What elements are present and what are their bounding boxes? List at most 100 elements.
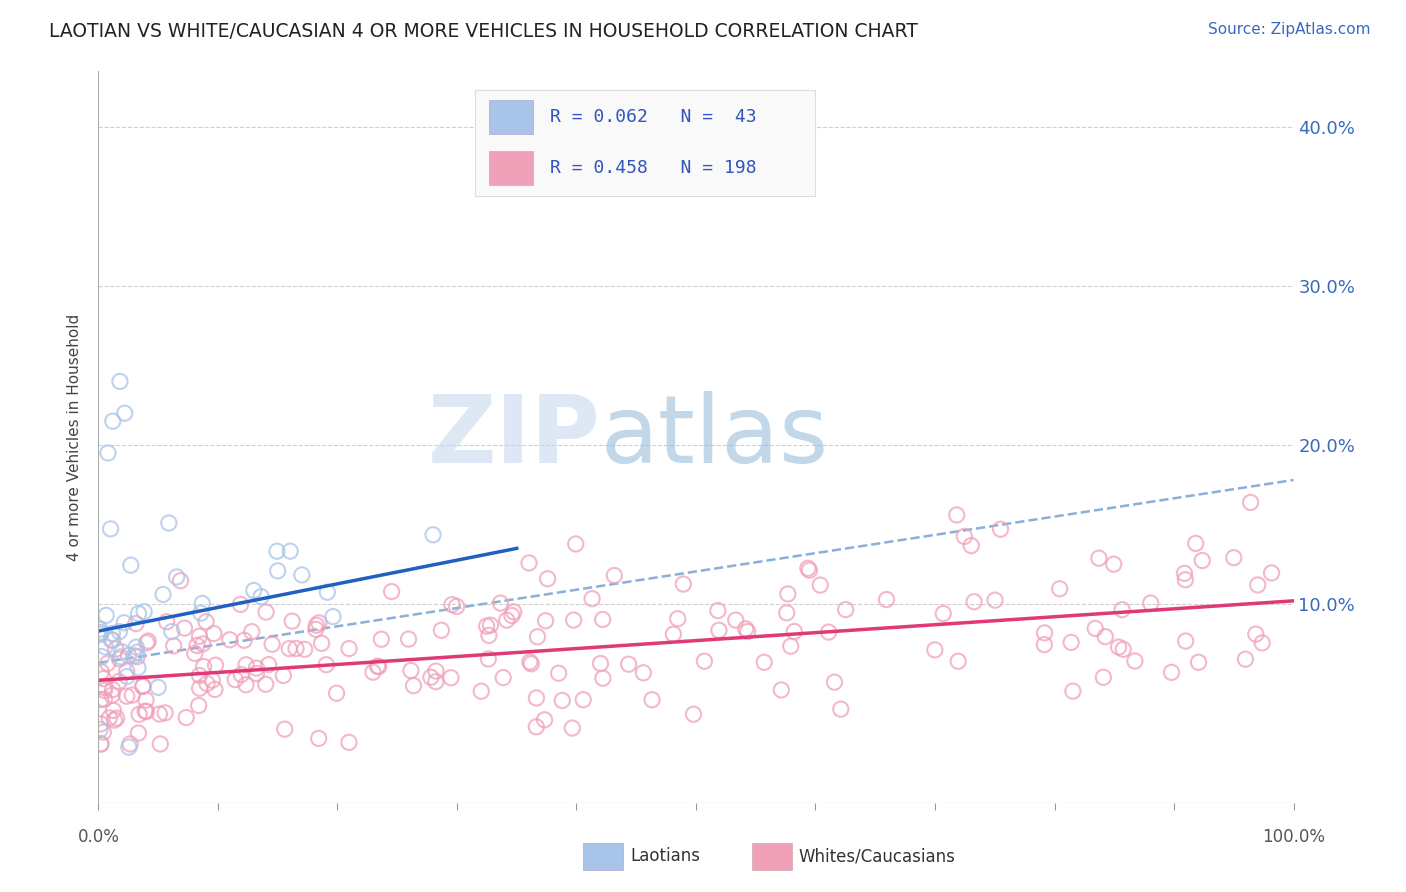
Point [135, 705, 157, 719]
Point [1062, 684, 1084, 698]
Point [93, 692, 115, 706]
Point [245, 661, 267, 675]
Point [108, 624, 131, 639]
Point [245, 666, 267, 681]
Point [470, 684, 492, 698]
Point [278, 641, 301, 656]
Point [366, 659, 388, 673]
Point [1060, 635, 1083, 649]
Point [136, 634, 159, 648]
Point [273, 668, 295, 682]
Point [1184, 536, 1206, 550]
Point [325, 686, 347, 700]
Point [724, 613, 747, 627]
Point [166, 570, 188, 584]
Point [191, 637, 214, 651]
Point [100, 632, 122, 647]
Point [707, 624, 730, 638]
Point [112, 615, 135, 630]
Point [1088, 551, 1111, 566]
Point [1160, 665, 1182, 680]
Point [641, 692, 664, 706]
Point [1173, 566, 1195, 581]
Point [1033, 626, 1056, 640]
Point [1234, 652, 1257, 666]
Point [551, 693, 574, 707]
Point [440, 598, 463, 612]
Point [502, 605, 524, 619]
Point [294, 642, 316, 657]
Point [132, 679, 155, 693]
Point [322, 609, 344, 624]
Point [174, 710, 197, 724]
Point [308, 731, 330, 746]
Point [533, 713, 555, 727]
Point [254, 605, 277, 619]
Point [125, 645, 148, 659]
Point [125, 616, 148, 631]
Point [305, 618, 328, 632]
Point [101, 688, 124, 702]
Point [101, 682, 124, 697]
Point [90, 692, 112, 706]
Point [672, 577, 695, 591]
Point [100, 522, 122, 536]
Point [152, 587, 174, 601]
Point [561, 721, 583, 735]
Point [132, 680, 155, 694]
Point [381, 584, 404, 599]
Point [97, 657, 120, 671]
Point [953, 529, 976, 543]
Point [526, 630, 548, 644]
Point [149, 737, 172, 751]
Point [90, 665, 112, 679]
Point [948, 654, 970, 668]
Point [191, 596, 214, 610]
Point [267, 564, 290, 578]
Point [135, 636, 157, 650]
Point [398, 632, 420, 646]
Point [103, 703, 125, 717]
Point [127, 660, 149, 674]
Point [446, 599, 468, 614]
Point [779, 639, 801, 653]
Text: Whites/Caucasians: Whites/Caucasians [799, 847, 956, 865]
Point [103, 713, 125, 727]
Point [90, 625, 112, 640]
Point [111, 645, 134, 659]
Point [422, 527, 444, 541]
Point [121, 688, 143, 702]
Point [1139, 596, 1161, 610]
Point [534, 614, 557, 628]
Point [440, 671, 463, 685]
Point [169, 574, 191, 588]
Point [519, 655, 541, 669]
Point [776, 606, 799, 620]
Point [187, 698, 209, 713]
Point [108, 375, 131, 389]
Point [173, 621, 195, 635]
Point [235, 678, 257, 692]
Point [817, 625, 839, 640]
Point [489, 596, 512, 610]
Point [308, 615, 330, 630]
Point [1112, 642, 1135, 657]
Point [1239, 495, 1261, 509]
Point [402, 679, 425, 693]
Point [337, 641, 360, 656]
Point [108, 652, 131, 666]
Point [1092, 670, 1115, 684]
Point [1244, 627, 1267, 641]
Point [115, 669, 138, 683]
Point [1187, 655, 1209, 669]
Point [148, 681, 170, 695]
Point [945, 508, 967, 522]
Point [120, 737, 142, 751]
Point [98, 711, 121, 725]
Point [520, 657, 543, 671]
Point [132, 605, 155, 619]
Point [425, 664, 447, 678]
Point [160, 624, 183, 639]
Point [115, 689, 138, 703]
Point [1094, 630, 1116, 644]
